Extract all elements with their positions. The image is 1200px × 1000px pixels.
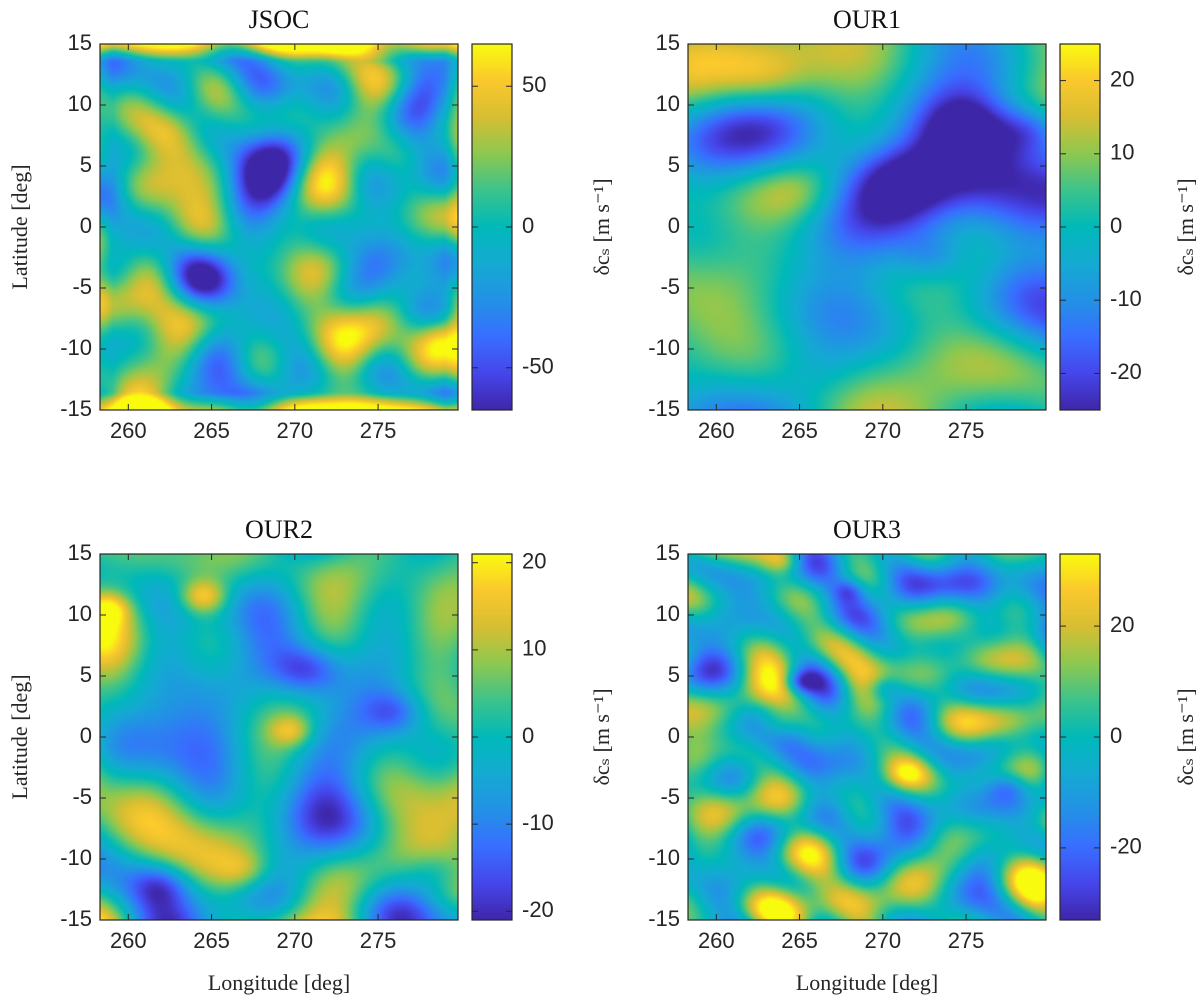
x-tick-label: 275	[360, 928, 397, 953]
colorbar	[1060, 44, 1100, 410]
y-tick-label: -5	[72, 274, 92, 299]
y-tick-label: 0	[668, 723, 680, 748]
colorbar-label: δcₛ [m s⁻¹]	[1173, 688, 1198, 785]
colorbar-tick-label: 0	[522, 213, 534, 238]
x-tick-label: 265	[193, 928, 230, 953]
y-tick-label: -15	[648, 396, 680, 421]
colorbar-tick-label: 0	[1110, 723, 1122, 748]
colorbar-tick-label: 10	[1110, 140, 1134, 165]
colorbar-tick-label: -10	[522, 810, 554, 835]
y-tick-label: 15	[68, 540, 92, 565]
colorbar-tick-label: 0	[522, 723, 534, 748]
colorbar-tick-label: 10	[522, 636, 546, 661]
y-tick-label: -5	[660, 274, 680, 299]
colorbar-tick-label: 20	[1110, 612, 1134, 637]
colorbar-label: δcₛ [m s⁻¹]	[589, 688, 614, 785]
colorbar	[472, 44, 512, 410]
colorbar-tick-label: -20	[1110, 834, 1142, 859]
heatmap-image	[100, 44, 458, 410]
y-axis-label: Latitude [deg]	[7, 164, 32, 289]
panel-title: OUR2	[245, 515, 313, 544]
colorbar-tick-label: -20	[522, 897, 554, 922]
y-tick-label: -15	[60, 906, 92, 931]
panel-our3: OUR3 260 265 270 275 15 10 5 0 -5 -10 -15 Longitude …	[648, 515, 1198, 995]
heatmap-image	[100, 554, 458, 920]
x-tick-label: 265	[193, 418, 230, 443]
y-tick-label: 15	[68, 30, 92, 55]
y-tick-label: -10	[648, 845, 680, 870]
x-tick-label: 275	[948, 418, 985, 443]
y-tick-label: 10	[68, 601, 92, 626]
colorbar-tick-label: -20	[1110, 359, 1142, 384]
x-tick-label: 275	[948, 928, 985, 953]
colorbar-tick-label: -50	[522, 354, 554, 379]
y-tick-label: -15	[60, 396, 92, 421]
y-tick-label: 0	[80, 213, 92, 238]
y-tick-label: 10	[656, 91, 680, 116]
y-tick-label: -5	[660, 784, 680, 809]
y-tick-label: 5	[80, 662, 92, 687]
heatmap-image	[688, 554, 1046, 920]
colorbar-label: δcₛ [m s⁻¹]	[589, 178, 614, 275]
y-tick-label: 10	[68, 91, 92, 116]
colorbar-tick-label: 20	[1110, 66, 1134, 91]
y-tick-label: 5	[80, 152, 92, 177]
x-tick-label: 260	[698, 418, 735, 443]
x-tick-label: 260	[698, 928, 735, 953]
x-tick-label: 265	[781, 418, 818, 443]
colorbar-tick-label: -10	[1110, 286, 1142, 311]
panel-our2: OUR2 260 265 270 275 15 10 5 0 -5 -10 -15 Latitude […	[7, 515, 614, 995]
y-tick-label: 0	[668, 213, 680, 238]
x-tick-label: 260	[110, 928, 147, 953]
y-tick-label: -5	[72, 784, 92, 809]
y-tick-label: -10	[648, 335, 680, 360]
colorbar	[472, 554, 512, 920]
x-tick-label: 270	[276, 418, 313, 443]
heatmap-image	[688, 44, 1046, 410]
colorbar-tick-label: 20	[522, 549, 546, 574]
colorbar-label: δcₛ [m s⁻¹]	[1173, 178, 1198, 275]
y-tick-label: -10	[60, 845, 92, 870]
x-tick-label: 265	[781, 928, 818, 953]
y-tick-label: 15	[656, 30, 680, 55]
colorbar	[1060, 554, 1100, 920]
panel-title: JSOC	[249, 5, 310, 34]
x-axis-label: Longitude [deg]	[796, 970, 938, 995]
x-tick-label: 270	[864, 928, 901, 953]
colorbar-tick-label: 0	[1110, 213, 1122, 238]
y-axis-label: Latitude [deg]	[7, 674, 32, 799]
y-tick-label: 15	[656, 540, 680, 565]
colorbar-tick-label: 50	[522, 72, 546, 97]
panel-title: OUR3	[833, 515, 901, 544]
panel-title: OUR1	[833, 5, 901, 34]
y-tick-label: 5	[668, 662, 680, 687]
x-tick-label: 270	[276, 928, 313, 953]
x-tick-label: 260	[110, 418, 147, 443]
y-tick-label: 5	[668, 152, 680, 177]
x-axis-label: Longitude [deg]	[208, 970, 350, 995]
panel-our1: OUR1 260 265 270 275 15 10 5 0 -5 -10 -15 20 10 0 -10 -2…	[648, 5, 1198, 443]
x-tick-label: 275	[360, 418, 397, 443]
y-tick-label: -10	[60, 335, 92, 360]
y-tick-label: 10	[656, 601, 680, 626]
y-tick-label: 0	[80, 723, 92, 748]
y-tick-label: -15	[648, 906, 680, 931]
x-tick-label: 270	[864, 418, 901, 443]
